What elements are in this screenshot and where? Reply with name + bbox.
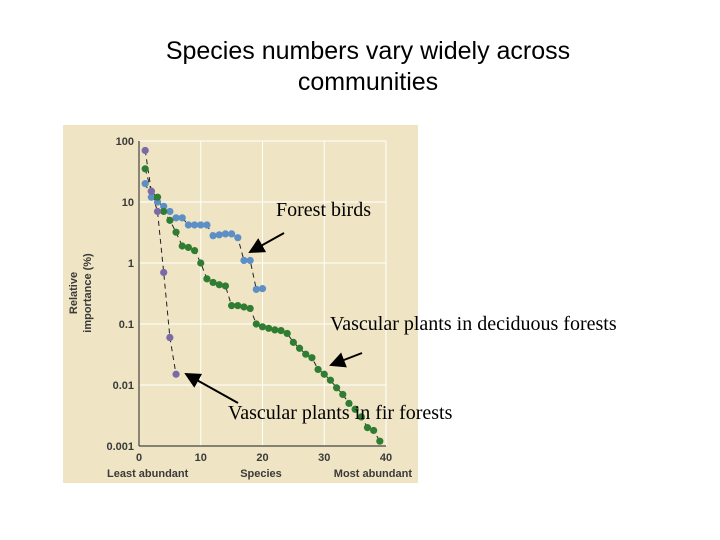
data-point-deciduous-36 bbox=[357, 413, 365, 421]
data-point-birds-14 bbox=[221, 230, 230, 238]
data-point-deciduous-31 bbox=[326, 376, 335, 384]
data-point-deciduous-16 bbox=[234, 302, 242, 310]
slide-title-line2: communities bbox=[297, 68, 439, 96]
y-tick-label-1: 10 bbox=[122, 197, 134, 209]
data-point-birds-11 bbox=[203, 221, 211, 229]
data-point-deciduous-30 bbox=[320, 370, 328, 378]
data-point-deciduous-32 bbox=[333, 384, 341, 392]
data-point-deciduous-1 bbox=[141, 165, 149, 173]
data-point-deciduous-4 bbox=[160, 207, 168, 216]
data-point-deciduous-23 bbox=[277, 326, 285, 335]
data-point-fir-5 bbox=[166, 333, 174, 342]
data-point-birds-5 bbox=[166, 207, 174, 216]
data-point-birds-4 bbox=[160, 202, 168, 210]
axes bbox=[138, 141, 386, 447]
data-point-birds-12 bbox=[209, 232, 217, 240]
data-point-deciduous-18 bbox=[246, 304, 254, 313]
y-tick-label-2: 1 bbox=[128, 258, 134, 270]
data-point-deciduous-35 bbox=[351, 405, 359, 413]
y-tick-label-3: 0.1 bbox=[119, 319, 134, 331]
x-axis-left-label: Least abundant bbox=[107, 468, 189, 480]
data-point-fir-6 bbox=[172, 370, 180, 378]
data-point-deciduous-17 bbox=[240, 303, 248, 311]
slide-title-line1: Species numbers vary widely across bbox=[165, 37, 571, 65]
data-point-deciduous-14 bbox=[221, 282, 230, 290]
x-tick-label-3: 30 bbox=[318, 452, 330, 464]
data-point-fir-3 bbox=[153, 207, 162, 216]
data-point-deciduous-3 bbox=[153, 193, 162, 201]
y-axis-label-line1: Relative bbox=[68, 272, 80, 314]
data-point-birds-9 bbox=[190, 221, 199, 229]
annotation-fir: Vascular plants in fir forests bbox=[228, 402, 453, 424]
data-point-birds-19 bbox=[252, 285, 260, 293]
x-tick-labels: 0 10 20 30 40 bbox=[136, 452, 392, 464]
data-point-deciduous-22 bbox=[271, 326, 279, 334]
y-tick-label-0: 100 bbox=[116, 136, 134, 148]
data-point-deciduous-19 bbox=[252, 320, 260, 328]
data-point-birds-15 bbox=[228, 230, 236, 238]
y-tick-label-4: 0.01 bbox=[113, 380, 134, 392]
data-point-birds-17 bbox=[240, 256, 248, 265]
data-point-deciduous-9 bbox=[190, 246, 199, 255]
data-point-fir-4 bbox=[160, 268, 168, 277]
data-point-deciduous-7 bbox=[178, 242, 186, 250]
data-point-deciduous-6 bbox=[172, 228, 180, 236]
data-point-deciduous-25 bbox=[289, 338, 297, 346]
data-point-deciduous-13 bbox=[215, 281, 223, 289]
data-point-birds-20 bbox=[258, 285, 267, 293]
x-tick-label-2: 20 bbox=[256, 452, 268, 464]
data-point-birds-18 bbox=[246, 256, 254, 265]
data-point-deciduous-12 bbox=[209, 278, 217, 287]
x-axis-right-label: Most abundant bbox=[334, 468, 413, 480]
data-point-birds-2 bbox=[147, 193, 155, 201]
x-tick-label-0: 0 bbox=[136, 452, 142, 464]
x-tick-label-1: 10 bbox=[195, 452, 207, 464]
data-point-birds-10 bbox=[197, 221, 205, 229]
data-point-deciduous-28 bbox=[308, 354, 316, 362]
data-points bbox=[141, 146, 384, 445]
y-axis-label-line2: importance (%) bbox=[82, 253, 94, 333]
data-point-deciduous-38 bbox=[370, 426, 378, 435]
data-point-deciduous-33 bbox=[339, 390, 347, 399]
data-point-deciduous-5 bbox=[166, 216, 174, 224]
y-tick-labels: 100 10 1 0.1 0.01 0.001 bbox=[106, 136, 134, 453]
slide-title: Species numbers vary widely across commu… bbox=[60, 36, 676, 98]
data-point-deciduous-29 bbox=[314, 365, 322, 374]
data-point-deciduous-37 bbox=[363, 424, 372, 432]
data-point-birds-16 bbox=[234, 234, 242, 242]
data-point-birds-7 bbox=[178, 214, 186, 222]
annotation-forest-birds: Forest birds bbox=[276, 199, 371, 221]
rank-abundance-figure: 100 10 1 0.1 0.01 0.001 0 10 20 30 40 Relative im… bbox=[63, 125, 418, 483]
data-point-deciduous-20 bbox=[258, 323, 267, 331]
trend-line-fir bbox=[144, 150, 177, 375]
data-point-deciduous-27 bbox=[302, 350, 310, 358]
data-point-fir-2 bbox=[147, 187, 155, 195]
x-axis-label: Species bbox=[240, 468, 282, 480]
data-point-birds-13 bbox=[215, 231, 223, 239]
y-tick-label-5: 0.001 bbox=[106, 441, 134, 453]
data-point-deciduous-15 bbox=[228, 302, 236, 310]
data-point-deciduous-24 bbox=[283, 329, 291, 338]
data-point-deciduous-10 bbox=[197, 259, 205, 267]
data-point-birds-6 bbox=[172, 214, 180, 222]
data-point-deciduous-11 bbox=[203, 275, 211, 283]
rank-abundance-chart: 100 10 1 0.1 0.01 0.001 0 10 20 30 40 Relative im… bbox=[63, 125, 418, 483]
x-tick-label-4: 40 bbox=[380, 452, 392, 464]
annotation-deciduous: Vascular plants in deciduous forests bbox=[330, 313, 617, 335]
data-point-deciduous-34 bbox=[345, 399, 353, 407]
data-point-deciduous-21 bbox=[265, 324, 273, 332]
data-point-birds-1 bbox=[141, 180, 149, 188]
data-point-fir-1 bbox=[141, 146, 149, 155]
data-point-deciduous-39 bbox=[376, 437, 384, 445]
data-point-deciduous-8 bbox=[184, 243, 192, 252]
data-point-deciduous-26 bbox=[295, 344, 304, 352]
data-point-birds-8 bbox=[184, 221, 192, 229]
